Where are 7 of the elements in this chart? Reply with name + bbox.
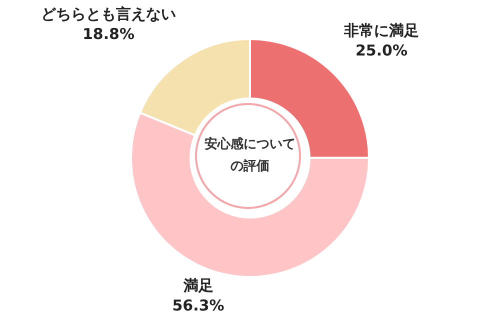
- slice-label: 非常に満足: [342, 21, 419, 40]
- text: 安心感についての評価: [204, 136, 296, 176]
- data-label: 18.8%: [82, 24, 135, 43]
- slice-label: 満足: [182, 276, 214, 294]
- data-label: 25.0%: [355, 41, 408, 60]
- data-label: 56.3%: [172, 296, 224, 314]
- slice-label: どちらとも言えない: [41, 4, 176, 23]
